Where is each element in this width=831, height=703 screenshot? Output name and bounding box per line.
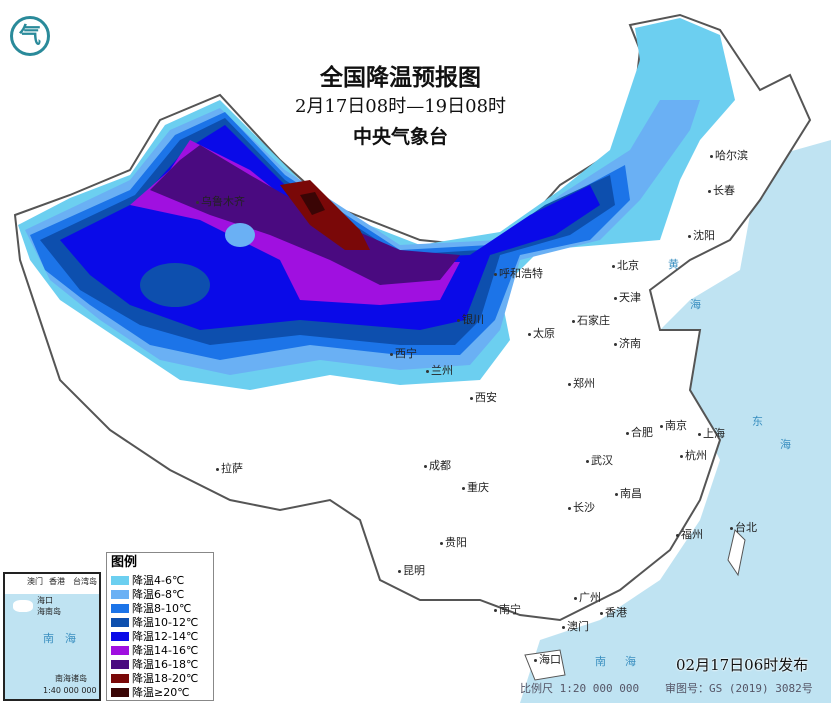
city-label: 合肥 xyxy=(626,426,653,439)
legend-item: 降温14-16℃ xyxy=(111,643,209,657)
legend-label: 降温4-6℃ xyxy=(132,574,185,587)
city-label: 昆明 xyxy=(398,564,425,577)
cooling-10-12-patch xyxy=(140,263,210,307)
city-label: 兰州 xyxy=(426,364,453,377)
city-label: 澳门 xyxy=(562,620,589,633)
inset-scale: 1:40 000 000 xyxy=(43,686,97,695)
city-label: 银川 xyxy=(457,313,484,326)
legend-label: 降温6-8℃ xyxy=(132,588,185,601)
legend-label: 降温16-18℃ xyxy=(132,658,199,671)
legend-item: 降温12-14℃ xyxy=(111,629,209,643)
legend-label: 降温≥20℃ xyxy=(132,686,190,699)
inset-label: 南海诸岛 xyxy=(55,674,87,683)
city-label: 成都 xyxy=(424,459,451,472)
city-label: 南京 xyxy=(660,419,687,432)
issuing-agency: 中央气象台 xyxy=(352,126,448,148)
cooling-8-10-patch xyxy=(225,223,255,247)
forecast-period: 2月17日08时—19日08时 xyxy=(294,96,507,117)
south-china-sea-inset: 香港 澳门 台湾岛 海口 海南岛 南 海 南海诸岛 1:40 000 000 xyxy=(3,572,101,701)
legend-label: 降温12-14℃ xyxy=(132,630,199,643)
legend-item: 降温4-6℃ xyxy=(111,573,209,587)
city-label: 海口 xyxy=(534,653,561,666)
sea-label: 海 xyxy=(625,655,636,668)
inset-label: 香港 xyxy=(49,577,65,586)
publish-time: 02月17日06时发布 xyxy=(676,656,809,674)
legend-swatch xyxy=(111,631,129,641)
sea-label: 海 xyxy=(780,438,791,451)
city-label: 贵阳 xyxy=(440,536,467,549)
city-label: 呼和浩特 xyxy=(494,267,543,280)
legend-item: 降温6-8℃ xyxy=(111,587,209,601)
city-label: 西安 xyxy=(470,391,497,404)
cma-logo: 气 xyxy=(10,16,50,56)
legend-item: 降温8-10℃ xyxy=(111,601,209,615)
city-label: 杭州 xyxy=(680,449,707,462)
city-label: 长沙 xyxy=(568,501,595,514)
inset-land xyxy=(5,574,99,594)
sea-area xyxy=(520,140,831,703)
city-label: 石家庄 xyxy=(572,314,610,327)
city-label: 上海 xyxy=(698,427,725,440)
city-label: 广州 xyxy=(574,591,601,604)
cooling-20-plus xyxy=(300,192,325,215)
legend-item: 降温10-12℃ xyxy=(111,615,209,629)
city-label: 北京 xyxy=(612,259,639,272)
legend-swatch xyxy=(111,659,129,669)
city-label: 郑州 xyxy=(568,377,595,390)
legend-swatch xyxy=(111,589,129,599)
legend-label: 降温10-12℃ xyxy=(132,616,199,629)
taiwan-island xyxy=(727,529,746,577)
sea-label: 南 xyxy=(595,655,606,668)
city-label: 南宁 xyxy=(494,603,521,616)
inset-hainan xyxy=(13,600,33,612)
legend-swatch xyxy=(111,575,129,585)
legend-label: 降温18-20℃ xyxy=(132,672,199,685)
sea-label: 黄 xyxy=(668,258,679,271)
inset-label: 海南岛 xyxy=(37,607,61,616)
legend-title: 图例 xyxy=(111,555,138,570)
legend-item: 降温16-18℃ xyxy=(111,657,209,671)
map-title: 全国降温预报图 xyxy=(320,64,481,91)
legend-label: 降温14-16℃ xyxy=(132,644,199,657)
city-label: 太原 xyxy=(528,327,555,340)
city-label: 南昌 xyxy=(615,487,642,500)
legend-swatch xyxy=(111,603,129,613)
legend: 图例 降温4-6℃ 降温6-8℃ 降温8-10℃ 降温10-12℃ 降温12-14℃ 降温… xyxy=(106,552,214,701)
inset-sea-label: 海 xyxy=(65,632,76,645)
city-label: 台北 xyxy=(730,521,757,534)
legend-item: 降温≥20℃ xyxy=(111,685,209,699)
city-label: 济南 xyxy=(614,337,641,350)
city-label: 乌鲁木齐 xyxy=(196,195,245,208)
legend-swatch xyxy=(111,673,129,683)
legend-swatch xyxy=(111,687,129,697)
city-label: 长春 xyxy=(708,184,735,197)
city-label: 沈阳 xyxy=(688,229,715,242)
legend-label: 降温8-10℃ xyxy=(132,602,192,615)
inset-label: 台湾岛 xyxy=(73,577,97,586)
legend-item: 降温18-20℃ xyxy=(111,671,209,685)
sea-label: 东 xyxy=(752,415,763,428)
sea-label: 海 xyxy=(690,298,701,311)
map-scale: 比例尺 1:20 000 000 xyxy=(520,682,640,695)
city-label: 天津 xyxy=(614,291,641,304)
city-label: 哈尔滨 xyxy=(710,149,748,162)
city-label: 武汉 xyxy=(586,454,613,467)
city-label: 香港 xyxy=(600,606,627,619)
legend-swatch xyxy=(111,617,129,627)
inset-label: 海口 xyxy=(37,596,53,605)
city-label: 福州 xyxy=(676,528,703,541)
inset-label: 澳门 xyxy=(27,577,43,586)
city-label: 西宁 xyxy=(390,347,417,360)
inset-sea-label: 南 xyxy=(43,632,54,645)
review-number: 审图号：GS (2019) 3082号 xyxy=(665,682,813,695)
legend-swatch xyxy=(111,645,129,655)
city-label: 重庆 xyxy=(462,481,489,494)
city-label: 拉萨 xyxy=(216,462,243,475)
